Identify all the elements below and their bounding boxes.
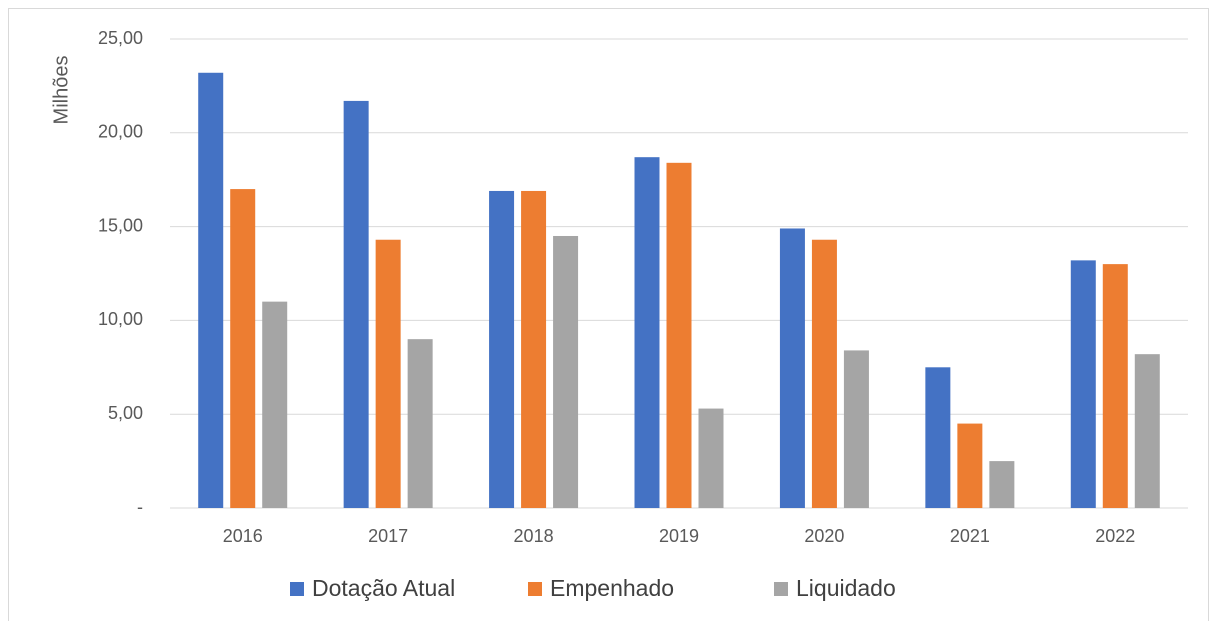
bar bbox=[1102, 264, 1128, 508]
bar bbox=[553, 235, 579, 509]
bar bbox=[489, 190, 515, 508]
bar bbox=[957, 423, 983, 508]
legend-label: Dotação Atual bbox=[312, 575, 455, 601]
x-tick-label: 2019 bbox=[659, 526, 699, 546]
x-tick-label: 2016 bbox=[223, 526, 263, 546]
bar bbox=[521, 190, 547, 508]
x-tick-label: 2021 bbox=[950, 526, 990, 546]
chart-border bbox=[8, 8, 1209, 621]
y-axis-title: Milhões bbox=[50, 56, 72, 125]
bar bbox=[375, 239, 401, 508]
bar bbox=[1134, 354, 1160, 508]
bar bbox=[343, 100, 369, 509]
bar bbox=[811, 239, 837, 508]
x-tick-label: 2020 bbox=[804, 526, 844, 546]
y-tick-label: 10,00 bbox=[98, 309, 143, 329]
bar bbox=[698, 408, 724, 508]
x-tick-label: 2018 bbox=[514, 526, 554, 546]
bar bbox=[198, 72, 224, 508]
x-tick-label: 2017 bbox=[368, 526, 408, 546]
legend-swatch bbox=[774, 582, 788, 596]
bar bbox=[779, 228, 805, 508]
bar bbox=[989, 461, 1015, 508]
bar bbox=[407, 339, 433, 508]
bar bbox=[1070, 260, 1096, 508]
legend-swatch bbox=[528, 582, 542, 596]
y-tick-label: 20,00 bbox=[98, 122, 143, 142]
bar bbox=[843, 350, 869, 508]
bar bbox=[666, 162, 692, 509]
y-tick-label: 5,00 bbox=[108, 403, 143, 423]
legend-swatch bbox=[290, 582, 304, 596]
bar bbox=[230, 189, 256, 508]
bar bbox=[634, 157, 660, 509]
y-tick-label: 25,00 bbox=[98, 28, 143, 48]
x-tick-label: 2022 bbox=[1095, 526, 1135, 546]
legend-label: Liquidado bbox=[796, 575, 896, 601]
bar bbox=[925, 367, 951, 508]
legend-label: Empenhado bbox=[550, 575, 674, 601]
y-tick-label: 15,00 bbox=[98, 215, 143, 235]
y-tick-label: - bbox=[137, 497, 143, 517]
bar bbox=[262, 301, 288, 508]
